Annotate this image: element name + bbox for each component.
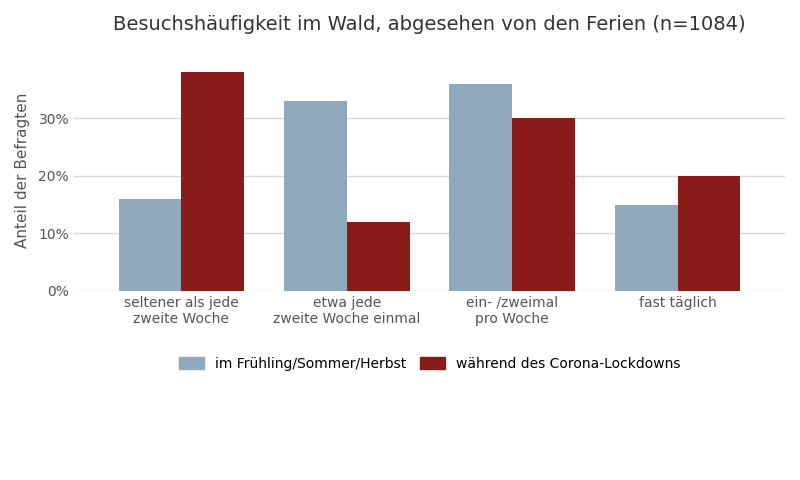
Bar [284,101,346,291]
Bar [614,204,678,291]
Y-axis label: Anteil der Befragten: Anteil der Befragten [15,93,30,248]
Bar [118,199,182,291]
Legend: im Frühling/Sommer/Herbst, während des Corona-Lockdowns: im Frühling/Sommer/Herbst, während des C… [178,357,681,371]
Bar [450,84,512,291]
Bar [512,119,575,291]
Bar [346,222,410,291]
Bar [182,72,244,291]
Title: Besuchshäufigkeit im Wald, abgesehen von den Ferien (n=1084): Besuchshäufigkeit im Wald, abgesehen von… [113,15,746,34]
Bar [678,176,740,291]
